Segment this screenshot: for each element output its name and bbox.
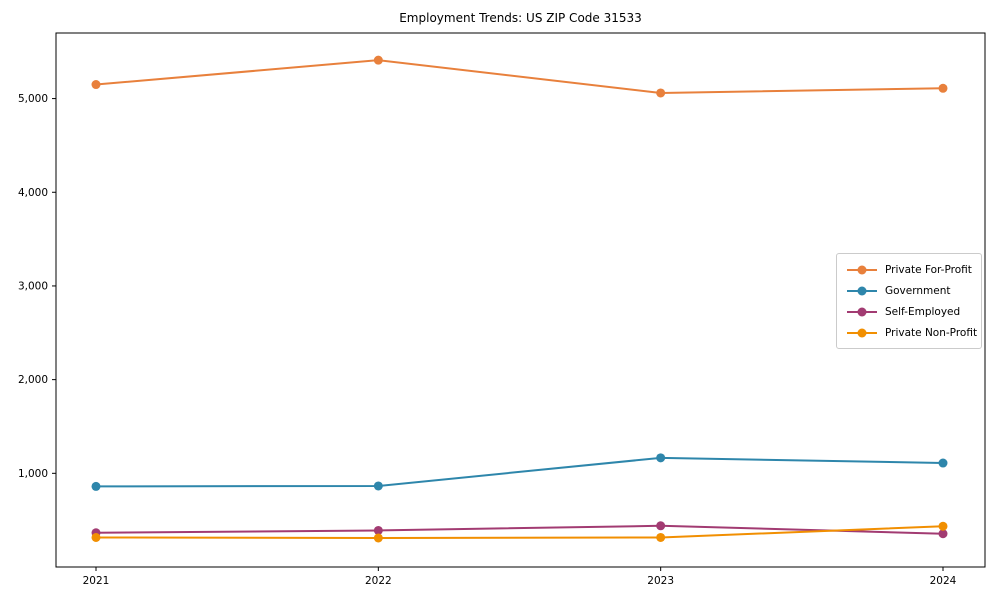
legend-label: Self-Employed [885, 305, 961, 318]
legend-item-self-employed: Self-Employed [837, 301, 981, 322]
legend-swatch-dot [857, 286, 867, 295]
data-point-private-non-profit-2023 [656, 532, 666, 542]
y-tick-label: 1,000 [18, 468, 48, 480]
legend-marker-icon [847, 286, 877, 295]
x-tick-label: 2023 [647, 575, 674, 587]
y-tick-label: 4,000 [18, 187, 48, 199]
data-point-self-employed-2024 [938, 529, 948, 539]
legend-swatch-dot [857, 265, 867, 274]
legend-item-private-non-profit: Private Non-Profit [837, 322, 981, 343]
data-point-private-non-profit-2021 [91, 532, 101, 542]
legend-label: Government [885, 284, 951, 297]
data-point-private-for-profit-2024 [938, 83, 948, 93]
data-point-private-for-profit-2023 [656, 88, 666, 98]
data-point-government-2021 [91, 481, 101, 491]
chart-legend: Private For-Profit Government Self-Employe… [836, 253, 982, 349]
series-line-self-employed [95, 524, 944, 535]
legend-label: Private For-Profit [885, 263, 972, 276]
legend-swatch-dot [857, 328, 867, 337]
data-point-private-for-profit-2021 [91, 80, 101, 90]
data-point-private-for-profit-2022 [373, 55, 383, 65]
data-point-government-2022 [373, 481, 383, 491]
data-point-private-non-profit-2024 [938, 521, 948, 531]
legend-swatch-dot [857, 307, 867, 316]
y-tick-label: 3,000 [18, 280, 48, 292]
data-point-government-2024 [938, 458, 948, 468]
plot-border [55, 32, 986, 568]
legend-marker-icon [847, 265, 877, 274]
x-tick-label: 2021 [83, 575, 110, 587]
data-point-private-non-profit-2022 [373, 533, 383, 543]
data-point-government-2023 [656, 453, 666, 463]
series-line-government [95, 456, 944, 488]
chart-title: Employment Trends: US ZIP Code 31533 [399, 11, 642, 25]
series-line-private-non-profit [95, 525, 944, 539]
data-point-self-employed-2022 [373, 525, 383, 535]
legend-label: Private Non-Profit [885, 326, 978, 339]
y-tick-label: 2,000 [18, 374, 48, 386]
data-point-self-employed-2023 [656, 521, 666, 531]
x-tick-label: 2022 [365, 575, 392, 587]
series-line-private-for-profit [95, 59, 944, 94]
legend-marker-icon [847, 307, 877, 316]
x-tick-label: 2024 [930, 575, 957, 587]
legend-item-government: Government [837, 280, 981, 301]
legend-marker-icon [847, 328, 877, 337]
y-tick-label: 5,000 [18, 93, 48, 105]
legend-item-private-for-profit: Private For-Profit [837, 259, 981, 280]
